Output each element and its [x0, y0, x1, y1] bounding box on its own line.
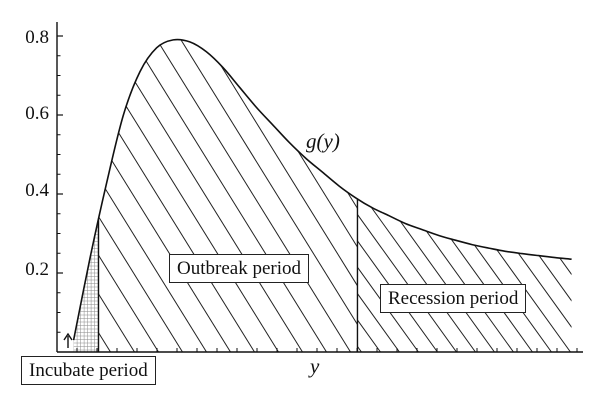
diagonal-hatch-line [521, 39, 572, 352]
diagonal-hatch-line [103, 20, 342, 352]
diagonal-hatch-line [559, 39, 572, 352]
curve-label: g(y) [306, 129, 340, 153]
diagonal-hatch-line [98, 39, 135, 352]
diagonal-hatch-line [357, 39, 362, 352]
diagonal-hatch-line [168, 39, 358, 352]
recession-period-label: Recession period [380, 284, 527, 313]
x-axis-variable-label: y [308, 354, 320, 378]
y-tick-0-8: 0.8 [25, 27, 49, 48]
incubate-period-label: Incubate period [21, 356, 156, 385]
diagonal-hatch-line [98, 39, 255, 352]
axes-layer [56, 22, 583, 353]
region-hatch-0 [73, 39, 99, 352]
y-tick-0-2: 0.2 [25, 259, 49, 280]
y-tick-0-6: 0.6 [25, 103, 49, 124]
diagonal-hatch-line [65, 20, 304, 352]
y-tick-0-4: 0.4 [25, 180, 49, 201]
incubate-arrow [63, 332, 73, 348]
diagonal-hatch-line [120, 39, 327, 352]
g-curve-line [72, 38, 572, 341]
diagonal-hatch-line [357, 39, 381, 352]
diagonal-hatch-line [578, 20, 600, 352]
diagonal-hatch-line [98, 39, 111, 352]
diagonal-hatch-line [84, 20, 323, 352]
diagonal-hatch-line [192, 39, 358, 352]
diagonal-hatch-line [98, 39, 183, 352]
diagonal-hatch-line [0, 20, 15, 352]
diagonal-hatch-line [357, 39, 419, 352]
diagonal-hatch-line [0, 20, 152, 352]
diagonal-hatch-line [357, 39, 400, 352]
diagonal-hatch-line [98, 39, 231, 352]
diagonal-hatch-line [0, 20, 133, 352]
outbreak-period-label: Outbreak period [169, 254, 309, 283]
diagonal-hatch-line [98, 39, 159, 352]
diagonal-hatch-line [46, 20, 285, 352]
diagonal-hatch-line [27, 20, 266, 352]
diagonal-hatch-line [144, 39, 351, 352]
diagonal-hatch-line [540, 39, 572, 352]
